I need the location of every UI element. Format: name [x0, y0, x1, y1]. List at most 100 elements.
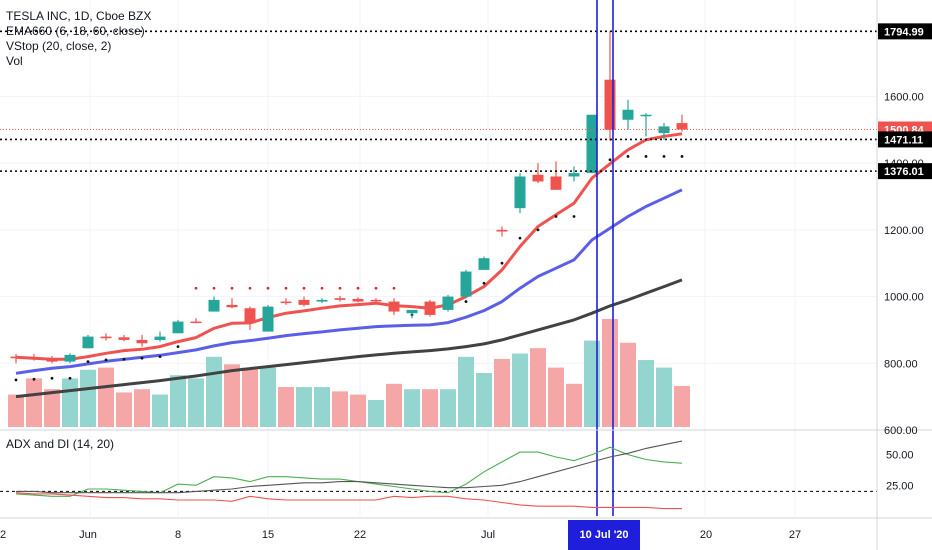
vstop-dot	[32, 377, 36, 381]
vstop-dot	[230, 286, 234, 290]
volume-bar	[224, 364, 240, 427]
symbol-title[interactable]: TESLA INC, 1D, Cboe BZX	[6, 9, 152, 23]
price-tag-label: 1376.01	[884, 166, 924, 178]
vstop-dot	[122, 357, 126, 361]
volume-bar	[458, 356, 474, 427]
candle-body	[10, 356, 22, 359]
candle-body	[622, 109, 634, 120]
time-tick-label: 15	[262, 529, 274, 541]
candle-body	[442, 296, 454, 310]
vstop-dot	[662, 155, 666, 158]
volume-bar	[404, 389, 420, 427]
volume-bar	[584, 340, 600, 427]
vstop-dot	[302, 286, 306, 290]
candle-body	[298, 299, 310, 305]
volume-bar	[206, 356, 222, 427]
candle-body	[334, 298, 346, 300]
vstop-dot	[482, 281, 486, 285]
candle-body	[370, 299, 382, 302]
volume-bar	[332, 391, 348, 427]
candle-body	[100, 336, 112, 339]
vstop-dot	[626, 155, 630, 158]
di-minus-line	[15, 492, 682, 510]
vstop-dot	[68, 376, 72, 380]
vstop-dot	[284, 286, 288, 290]
candle-body	[640, 114, 652, 117]
vstop-dot	[572, 215, 576, 218]
candle-body	[352, 298, 364, 302]
candle-body	[424, 301, 436, 315]
candle-body	[280, 301, 292, 304]
candle-body	[262, 306, 274, 332]
volume-bar	[530, 348, 546, 427]
price-tick-label: 800.00	[884, 358, 918, 370]
volume-bar	[116, 392, 132, 427]
volume-bar	[296, 387, 312, 427]
candle-body	[514, 176, 526, 209]
volume-bar	[602, 319, 618, 427]
volume-bar	[98, 367, 114, 427]
volume-legend[interactable]: Vol	[6, 54, 23, 68]
adx-panel	[0, 429, 932, 510]
candle-body	[46, 359, 58, 362]
vstop-dot	[464, 300, 468, 303]
vstop-dots	[14, 155, 684, 382]
ema-legend[interactable]: EMA660 (6, 18, 60, close)	[6, 24, 145, 38]
adx-tick-label: 25.00	[886, 480, 914, 492]
candle-body	[118, 337, 130, 340]
price-tag	[878, 23, 932, 40]
vstop-dot	[644, 155, 648, 158]
vstop-dot	[194, 286, 198, 290]
volume-bar	[152, 394, 168, 427]
vstop-dot	[212, 286, 216, 290]
candle-body	[568, 173, 580, 177]
candle-body	[208, 299, 220, 312]
vstop-dot	[392, 286, 396, 290]
horizontal-levels[interactable]	[0, 30, 877, 172]
price-tick-label: 600.00	[884, 425, 918, 437]
adx-tick-label: 50.00	[886, 450, 914, 462]
vstop-dot	[140, 356, 144, 360]
main-legend: TESLA INC, 1D, Cboe BZX EMA660 (6, 18, 6…	[6, 9, 151, 69]
volume-bar	[566, 383, 582, 427]
indicator-lines	[15, 132, 683, 399]
volume-bar	[26, 378, 42, 427]
candle-body	[64, 354, 76, 362]
volume-bar	[494, 358, 510, 427]
candle-body	[586, 114, 598, 174]
volume-bar	[620, 342, 636, 427]
vstop-dot	[50, 376, 54, 380]
volume-bar	[512, 353, 528, 427]
price-tick-label: 1000.00	[884, 292, 924, 304]
adx-line	[16, 440, 683, 494]
adx-legend[interactable]: ADX and DI (14, 20)	[6, 437, 115, 451]
candle-body	[154, 336, 166, 340]
volume-bar	[134, 389, 150, 427]
price-tag	[878, 131, 932, 148]
date-tag-label: 10 Jul '20	[579, 529, 628, 541]
volume-bar	[548, 367, 564, 427]
vstop-dot	[86, 360, 90, 364]
volume-bar	[440, 389, 456, 427]
vstop-dot	[536, 228, 540, 232]
vstop-dot	[248, 286, 252, 290]
candle-body	[532, 174, 544, 182]
price-tag-label: 1794.99	[884, 26, 924, 38]
volume-bar	[260, 367, 276, 427]
time-tick-label: 8	[175, 529, 181, 541]
vstop-dot	[608, 158, 612, 162]
volume-bar	[314, 387, 330, 427]
volume-bar	[188, 378, 204, 427]
volume-bar	[44, 389, 60, 427]
vstop-dot	[356, 286, 360, 290]
vstop-dot	[14, 378, 18, 382]
ema-fast-line	[15, 132, 683, 361]
vstop-dot	[266, 286, 270, 290]
vstop-legend[interactable]: VStop (20, close, 2)	[6, 39, 112, 53]
volume-bar	[422, 389, 438, 427]
time-tick-label: 2	[0, 529, 6, 541]
candle-body	[478, 258, 490, 270]
candle-body	[550, 176, 562, 190]
volume-bar	[80, 369, 96, 427]
